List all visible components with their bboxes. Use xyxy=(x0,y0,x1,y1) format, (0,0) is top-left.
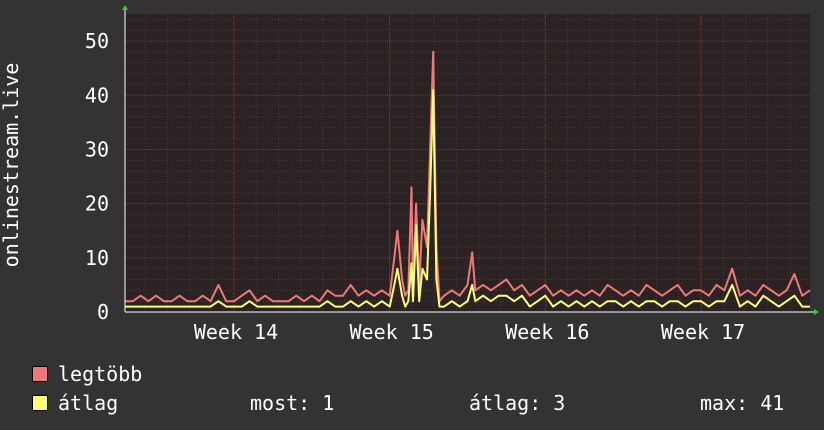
x-tick-label: Week 16 xyxy=(505,320,589,344)
plot-area xyxy=(125,14,810,312)
x-axis-arrow xyxy=(814,309,819,315)
axes: 0 10 20 30 40 50 Week 14 Week 15 Week 16 Week 17 xyxy=(85,5,819,344)
y-axis-arrow xyxy=(122,5,128,10)
y-tick-label: 50 xyxy=(85,29,109,53)
y-tick-label: 20 xyxy=(85,192,109,216)
y-tick-label: 40 xyxy=(85,83,109,107)
series-lines xyxy=(125,50,811,308)
grid-lines xyxy=(125,14,810,312)
y-axis-label: onlinestream.live xyxy=(0,63,23,268)
y-tick-label: 0 xyxy=(97,300,109,324)
x-tick-label: Week 17 xyxy=(661,320,745,344)
y-tick-label: 10 xyxy=(85,246,109,270)
series-line-atlag xyxy=(125,88,810,308)
y-tick-label: 30 xyxy=(85,137,109,161)
x-tick-label: Week 14 xyxy=(194,320,278,344)
x-tick-label: Week 15 xyxy=(350,320,434,344)
